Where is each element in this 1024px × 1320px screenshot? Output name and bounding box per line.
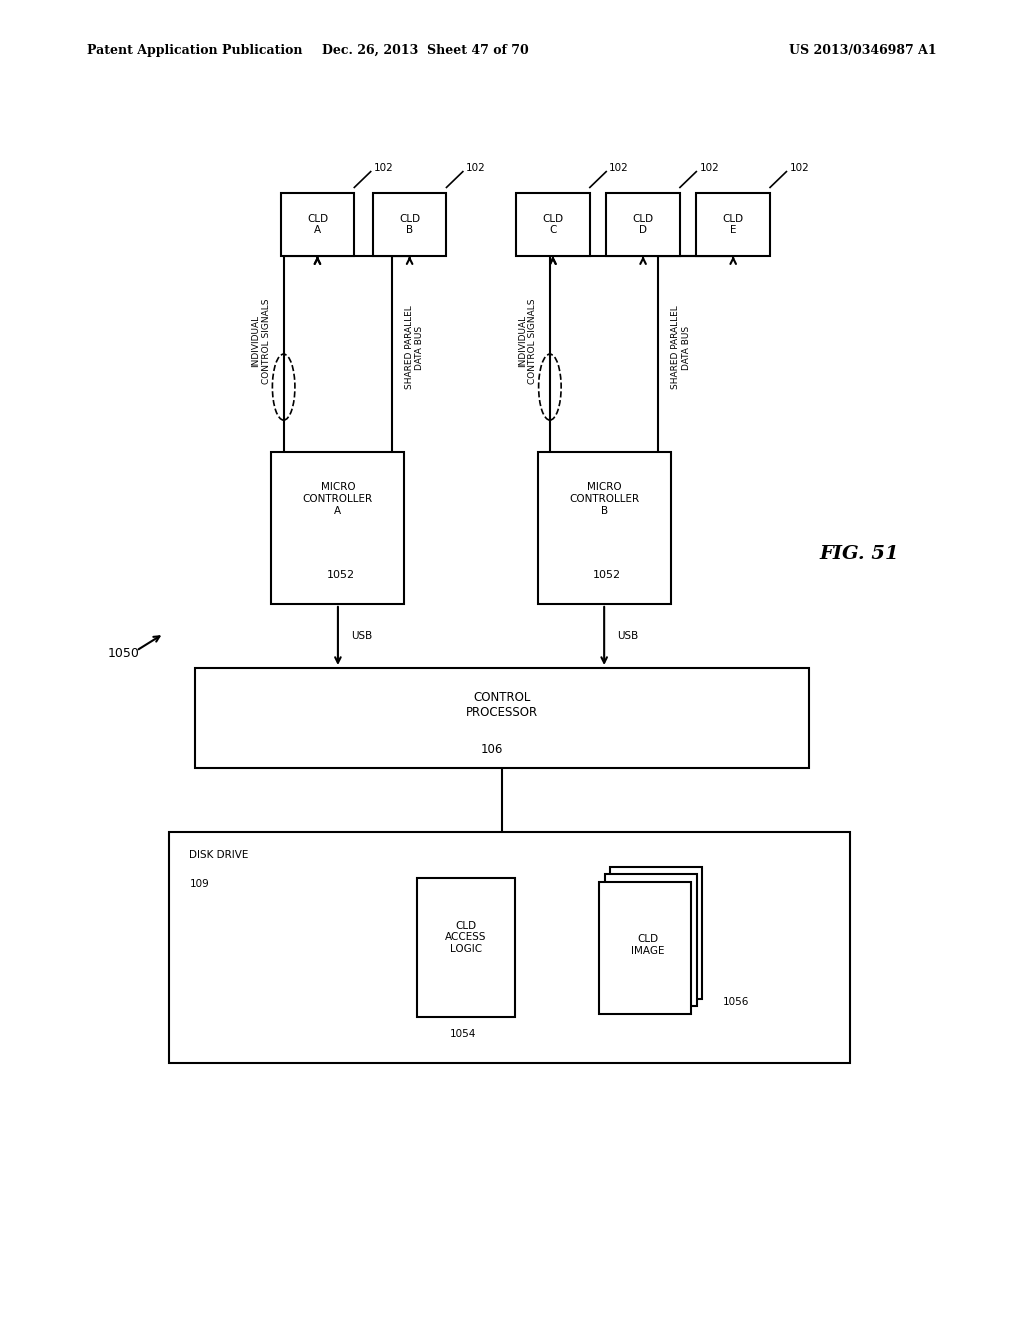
Text: 1052: 1052 [593, 570, 622, 579]
Text: 1052: 1052 [327, 570, 355, 579]
Text: USB: USB [617, 631, 639, 642]
Text: 1056: 1056 [723, 997, 750, 1007]
Text: USB: USB [351, 631, 373, 642]
Text: CLD
C: CLD C [543, 214, 563, 235]
Bar [373, 193, 446, 256]
Bar [271, 451, 404, 605]
Text: SHARED PARALLEL
DATA BUS: SHARED PARALLEL DATA BUS [672, 306, 690, 389]
Text: MICRO
CONTROLLER
B: MICRO CONTROLLER B [569, 482, 639, 516]
Text: CLD
ACCESS
LOGIC: CLD ACCESS LOGIC [445, 920, 486, 954]
Text: 1050: 1050 [108, 647, 139, 660]
Bar [418, 879, 515, 1016]
Text: FIG. 51: FIG. 51 [819, 545, 899, 564]
Text: Dec. 26, 2013  Sheet 47 of 70: Dec. 26, 2013 Sheet 47 of 70 [322, 44, 528, 57]
Text: CLD
E: CLD E [723, 214, 743, 235]
Text: 102: 102 [609, 162, 629, 173]
Bar [538, 451, 671, 605]
Text: US 2013/0346987 A1: US 2013/0346987 A1 [790, 44, 937, 57]
Text: DISK DRIVE: DISK DRIVE [189, 850, 249, 861]
Text: 102: 102 [466, 162, 485, 173]
Text: CLD
A: CLD A [307, 214, 328, 235]
Bar [599, 882, 691, 1014]
Bar [610, 867, 702, 999]
Bar [605, 874, 697, 1006]
Text: 1054: 1054 [450, 1030, 476, 1039]
Bar [195, 668, 809, 768]
Bar [169, 832, 850, 1063]
Text: 102: 102 [790, 162, 809, 173]
Bar [696, 193, 770, 256]
Bar [516, 193, 590, 256]
Text: CLD
IMAGE: CLD IMAGE [632, 935, 665, 956]
Text: INDIVIDUAL
CONTROL SIGNALS: INDIVIDUAL CONTROL SIGNALS [518, 298, 537, 384]
Text: 106: 106 [480, 743, 503, 756]
Text: 109: 109 [189, 879, 209, 890]
Text: Patent Application Publication: Patent Application Publication [87, 44, 302, 57]
Bar [281, 193, 354, 256]
Text: 102: 102 [374, 162, 393, 173]
Text: CONTROL
PROCESSOR: CONTROL PROCESSOR [466, 690, 538, 719]
Text: CLD
B: CLD B [399, 214, 420, 235]
Text: 102: 102 [699, 162, 719, 173]
Text: INDIVIDUAL
CONTROL SIGNALS: INDIVIDUAL CONTROL SIGNALS [252, 298, 270, 384]
Text: MICRO
CONTROLLER
A: MICRO CONTROLLER A [303, 482, 373, 516]
Text: CLD
D: CLD D [633, 214, 653, 235]
Bar [606, 193, 680, 256]
Text: SHARED PARALLEL
DATA BUS: SHARED PARALLEL DATA BUS [406, 306, 424, 389]
